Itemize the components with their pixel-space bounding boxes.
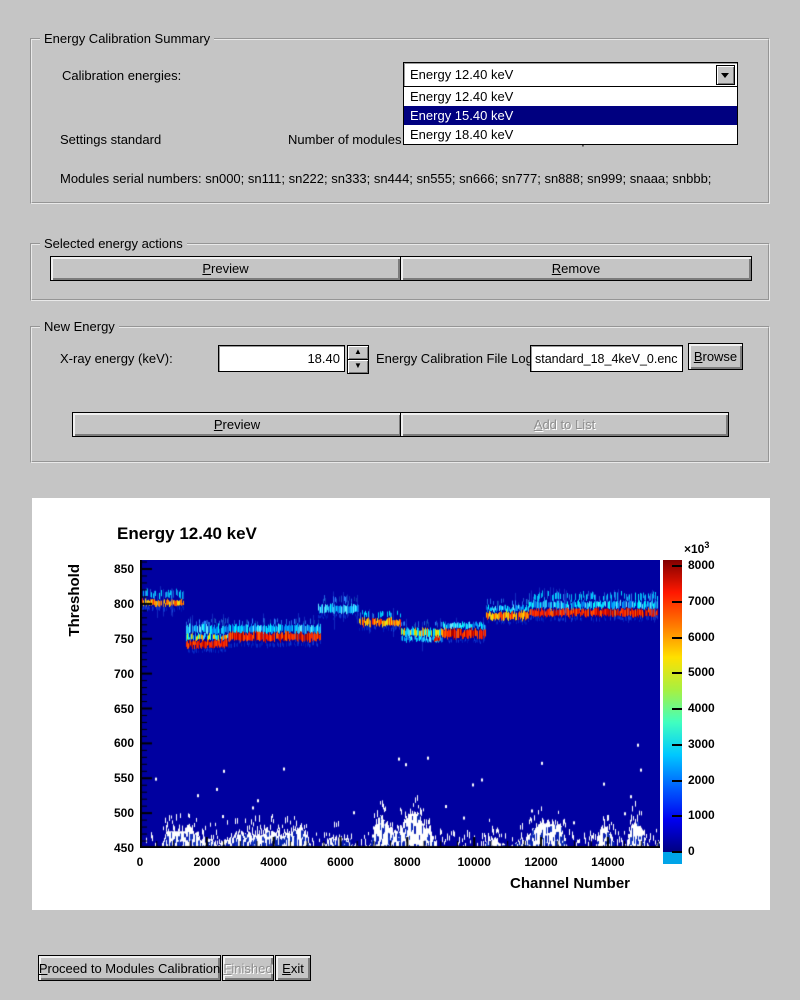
calibration-energies-label: Calibration energies: xyxy=(62,68,182,83)
colorbar-tick xyxy=(672,815,682,818)
y-tick-label: 700 xyxy=(113,666,134,681)
colorbar-tick-label: 0 xyxy=(688,844,695,858)
y-tick-label: 550 xyxy=(113,771,134,786)
proceed-button-label: roceed to Modules Calibration xyxy=(47,960,221,976)
new-energy-preview-label: review xyxy=(222,417,261,432)
calibration-energies-combobox[interactable]: Energy 12.40 keV xyxy=(403,62,738,88)
remove-button-mnemonic: R xyxy=(551,261,562,276)
colorbar-tick-label: 3000 xyxy=(688,736,715,751)
colorbar-tick-label: 7000 xyxy=(688,593,715,608)
colorbar-exponent-label: ×103 xyxy=(684,540,710,556)
xray-energy-label: X-ray energy (keV): xyxy=(60,351,173,366)
exit-button-label: xit xyxy=(290,960,304,976)
finished-button-label: inished xyxy=(231,960,273,976)
y-tick-label: 800 xyxy=(113,596,134,611)
arrow-up-icon: ▲ xyxy=(354,347,362,356)
modules-serial-numbers-label: Modules serial numbers: sn000; sn111; sn… xyxy=(60,171,712,186)
colorbar-tick-label: 2000 xyxy=(688,772,715,787)
exit-button-mnemonic: E xyxy=(282,960,291,976)
preview-button-mnemonic: P xyxy=(202,261,212,276)
y-tick-label: 850 xyxy=(113,562,134,576)
selected-energy-actions-group: Selected energy actions xyxy=(30,236,770,301)
new-energy-preview-mnemonic: P xyxy=(213,417,223,432)
spin-up-button[interactable]: ▲ xyxy=(347,345,369,360)
colorbar-tick xyxy=(672,779,682,782)
colorbar-tick-label: 6000 xyxy=(688,629,715,644)
y-tick-label: 500 xyxy=(113,806,134,821)
colorbar-tick xyxy=(672,743,682,746)
xray-energy-spinbox[interactable] xyxy=(218,345,345,372)
x-tick-label: 8000 xyxy=(393,855,421,869)
y-tick-label: 600 xyxy=(113,736,134,751)
finished-button-mnemonic: F xyxy=(223,960,232,976)
colorbar-tick-label: 5000 xyxy=(688,665,715,680)
colorbar-tick xyxy=(672,851,682,853)
colorbar-tick-label: 8000 xyxy=(688,558,715,572)
file-log-input[interactable] xyxy=(530,345,683,372)
x-tick-label: 2000 xyxy=(193,855,221,869)
x-tick-label: 4000 xyxy=(260,855,288,869)
new-energy-group-legend: New Energy xyxy=(40,319,119,334)
colorbar-tick xyxy=(672,636,682,639)
arrow-down-icon: ▼ xyxy=(354,361,362,370)
add-to-list-label: dd to List xyxy=(542,417,596,432)
y-tick-label: 750 xyxy=(113,631,134,646)
file-log-label: Energy Calibration File Log xyxy=(376,351,533,366)
combobox-arrow-button[interactable] xyxy=(716,65,735,85)
colorbar-tick-label: 4000 xyxy=(688,701,715,715)
y-tick-label: 650 xyxy=(113,701,134,716)
colorbar-tick xyxy=(672,600,682,603)
x-tick-label: 0 xyxy=(136,855,144,869)
colorbar-tick xyxy=(672,672,682,675)
y-tick-label: 450 xyxy=(113,841,134,855)
combobox-value: Energy 12.40 keV xyxy=(410,67,514,82)
colorbar-tick xyxy=(672,565,682,567)
remove-button-label: emove xyxy=(561,261,601,276)
summary-group-legend: Energy Calibration Summary xyxy=(40,31,215,46)
plot-title: Energy 12.40 keV xyxy=(117,524,257,543)
chevron-down-icon xyxy=(721,73,729,78)
number-of-modules-label: Number of modules 12 xyxy=(288,132,420,147)
energy-dropdown-list: Energy 12.40 keV Energy 15.40 keV Energy… xyxy=(403,86,738,145)
dropdown-item-energy-1540[interactable]: Energy 15.40 keV xyxy=(404,106,737,125)
y-axis-label: Threshold xyxy=(66,564,83,637)
dropdown-item-energy-1240[interactable]: Energy 12.40 keV xyxy=(410,89,514,104)
browse-button-label: rowse xyxy=(702,349,738,364)
dropdown-item-energy-1840[interactable]: Energy 18.40 keV xyxy=(410,127,514,142)
proceed-button-mnemonic: P xyxy=(38,960,48,976)
colorbar-tick xyxy=(672,708,682,710)
plot-area: Energy 12.40 keV Threshold Channel Numbe… xyxy=(32,498,770,910)
colorbar xyxy=(663,560,682,852)
colorbar-underflow-block xyxy=(663,852,682,864)
new-energy-group: New Energy xyxy=(30,319,770,463)
colorbar-tick-label: 1000 xyxy=(688,808,715,823)
preview-button-label: review xyxy=(211,261,249,276)
settings-standard-label: Settings standard xyxy=(60,132,162,147)
x-axis-label: Channel Number xyxy=(509,875,630,892)
x-tick-label: 10000 xyxy=(457,855,491,869)
x-tick-label: 6000 xyxy=(327,855,354,869)
x-tick-label: 14000 xyxy=(591,855,625,869)
x-tick-label: 12000 xyxy=(524,855,558,869)
add-to-list-mnemonic: A xyxy=(533,417,543,432)
heatmap-canvas xyxy=(140,560,660,848)
actions-group-legend: Selected energy actions xyxy=(40,236,187,251)
energy-calibration-summary-group: Energy Calibration Summary xyxy=(30,31,770,204)
browse-button-mnemonic: B xyxy=(693,349,703,364)
spin-down-button[interactable]: ▼ xyxy=(347,359,369,374)
